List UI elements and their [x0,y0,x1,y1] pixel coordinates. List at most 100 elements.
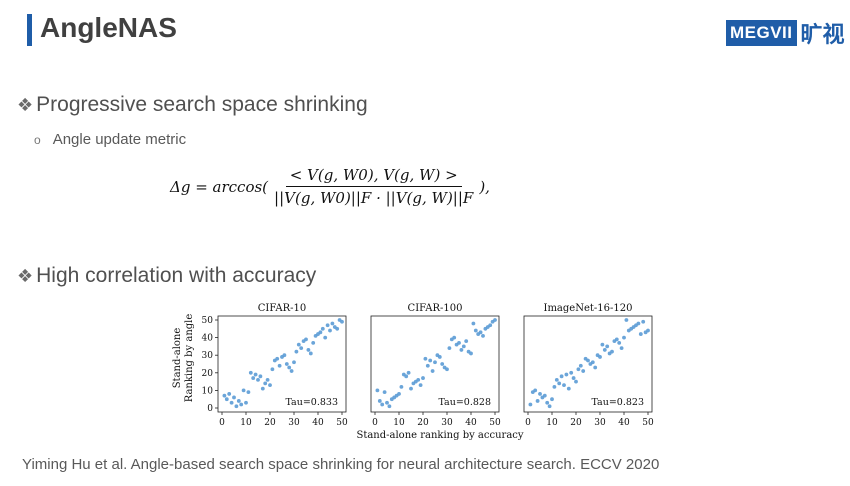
megvii-logo: MEGVII 旷视 [726,19,845,48]
scatter-point [614,337,619,342]
scatter-point [270,367,275,372]
scatter-point [598,355,602,359]
formula-lhs: Δg = arccos( [170,177,269,196]
bullet-progressive-search: ❖ Progressive search space shrinking [17,93,368,117]
scatter-point [478,330,483,335]
scatter-point [473,328,478,333]
x-tick-label: 50 [642,418,654,428]
scatter-point [239,402,244,407]
diamond-bullet-icon: ❖ [17,265,34,287]
scatter-point [459,348,464,352]
citation: Yiming Hu et al. Angle-based search spac… [22,456,660,473]
scatter-point [437,355,442,359]
scatter-point [447,346,452,351]
scatter-point [430,369,435,373]
scatter-point [533,388,538,393]
scatter-point [636,321,641,326]
chart-title: CIFAR-100 [408,303,463,314]
scatter-point [610,349,614,354]
bullet-high-correlation: ❖ High correlation with accuracy [17,264,316,288]
scatter-point [493,318,497,322]
scatter-point [542,393,547,398]
scatter-point [246,390,251,395]
scatter-point [229,400,234,405]
circle-bullet-icon: o [34,132,41,147]
scatter-point [340,319,344,324]
y-tick-label: 0 [207,404,213,414]
scatter-point [624,318,629,322]
scatter-point [387,404,392,409]
x-tick-label: 20 [570,418,582,428]
scatter-point [282,353,287,358]
scatter-point [593,365,598,370]
scatter-point [222,393,227,398]
scatter-point [385,400,389,405]
scatter-point [464,339,469,344]
scatter-point [562,383,566,388]
chart-title: ImageNet-16-120 [544,303,633,314]
logo-cn-text: 旷视 [800,23,845,48]
scatter-point [545,400,550,405]
scatter-point [311,340,316,345]
diamond-bullet-icon: ❖ [17,94,34,116]
scatter-point [554,377,559,382]
scatter-point [256,377,260,382]
x-tick-label: 50 [336,418,348,428]
scatter-point [488,323,493,328]
x-tick-label: 40 [312,418,324,428]
scatter-point [277,363,282,368]
scatter-point [296,342,301,347]
scatter-point [641,319,646,324]
scatter-point [306,348,311,352]
scatter-point [382,390,387,395]
bullet-text: High correlation with accuracy [36,264,317,287]
scatter-point [547,404,552,409]
scatter-point [550,397,554,402]
scatter-point [559,374,564,379]
tau-annotation: Tau=0.828 [438,397,491,408]
scatter-point [421,376,425,380]
scatter-point [425,363,430,368]
scatter-point [304,337,308,342]
plot-frame [217,315,347,413]
scatter-point [440,362,445,366]
scatter-point [564,372,569,377]
sub-bullet-text: Angle update metric [52,131,187,148]
formula-denominator: ||V(g, W0)||F · ||V(g, W)||F [274,189,474,207]
scatter-point [638,332,643,336]
tau-annotation: Tau=0.823 [591,397,644,408]
scatter-point [253,372,258,377]
scatter-point [260,386,265,391]
scatter-panel: ImageNet-16-120 0 10 20 30 40 50 Tau=0.823 [523,303,654,428]
y-tick-label: 30 [202,351,214,361]
scatter-point [538,392,542,396]
scatter-point [619,346,624,351]
y-tick-label: 40 [202,334,214,344]
scatter-point [557,381,562,386]
x-tick-label: 40 [465,418,477,428]
sub-bullet-angle-metric: o Angle update metric [34,131,186,148]
scatter-point [377,399,382,403]
scatter-point [586,358,590,363]
formula-fraction: < V(g, W0), V(g, W) > ||V(g, W0)||F · ||… [270,166,477,207]
scatter-point [600,342,605,347]
x-tick-label: 20 [417,418,429,428]
scatter-point [605,344,610,349]
x-tick-label: 20 [264,418,276,428]
scatter-point [224,397,229,402]
scatter-point [232,395,236,400]
tau-annotation: Tau=0.833 [285,397,338,408]
x-tick-label: 0 [219,418,225,428]
correlation-charts: Stand-alone Ranking by angle Stand-alone… [172,303,654,441]
y-axis-label-line2: Ranking by angle [184,314,195,403]
scatter-point [335,326,340,331]
scatter-panel: CIFAR-10 0 10 20 30 40 50 0 10 20 30 40 50 Tau=0.833 [202,303,348,428]
x-tick-label: 50 [489,418,501,428]
chart-title: CIFAR-10 [258,303,307,314]
scatter-point [571,376,576,380]
scatter-point [569,370,574,375]
scatter-point [265,377,270,382]
scatter-point [294,349,299,354]
scatter-point [330,321,335,326]
scatter-point [258,374,263,379]
